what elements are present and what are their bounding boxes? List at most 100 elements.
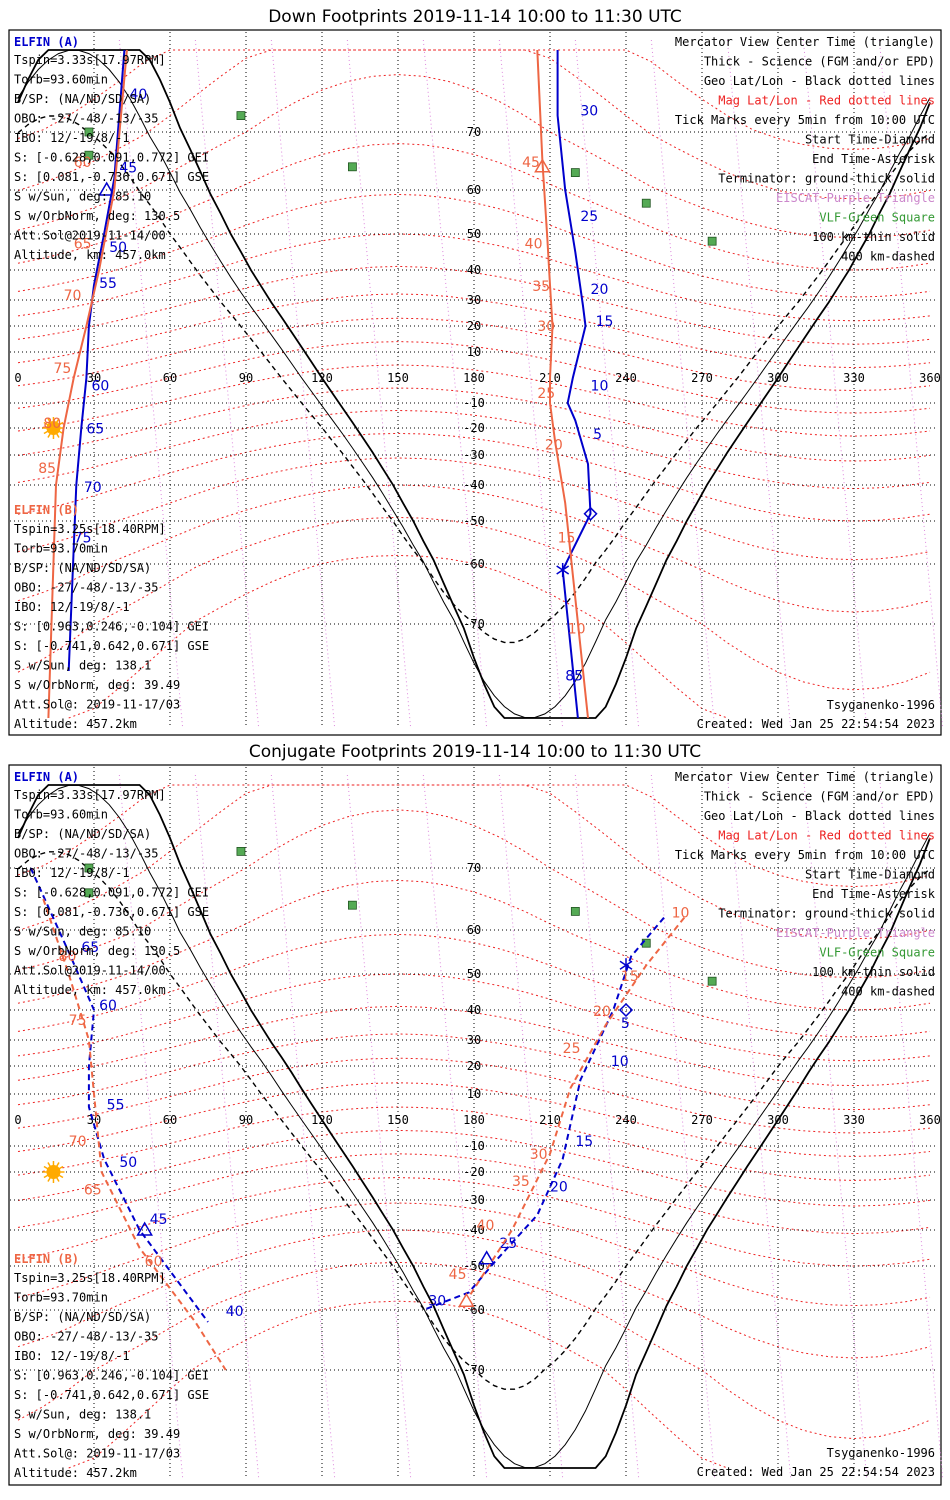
lat-tick-label: -60 (463, 1303, 485, 1317)
model-name: Tsyganenko-1996 (827, 1446, 935, 1460)
elfin-b-info-line: Torb=93.70min (14, 542, 108, 556)
legend-entry: Start Time-Diamond (805, 868, 935, 882)
vlf-site-marker (236, 847, 246, 856)
elfin-a-info-line: S w/Sun, deg: 85.10 (14, 190, 151, 204)
lat-tick-label: 50 (467, 227, 481, 241)
mag-meridian-line (270, 774, 336, 1479)
track-time-label: 20 (545, 438, 563, 454)
track-time-label: 5 (621, 1016, 630, 1032)
track-time-label: 30 (530, 1147, 548, 1163)
track-time-label: 60 (91, 379, 109, 395)
center-triangle-icon (136, 1221, 153, 1236)
track-time-label: 80 (59, 949, 77, 965)
lon-tick-label: 240 (615, 1113, 637, 1127)
start-diamond-icon (583, 506, 598, 521)
lon-tick-label: 180 (463, 1113, 485, 1127)
elfin-a-info-line: S w/OrbNorm, deg: 130.5 (14, 944, 180, 958)
track-time-label: 35 (512, 1174, 530, 1190)
mag-meridian-line (498, 774, 564, 1479)
mag-grid-line (68, 1300, 728, 1469)
vlf-site-marker (84, 863, 94, 873)
lat-tick-label: 20 (467, 319, 481, 333)
legend-entry: Mag Lat/Lon - Red dotted lines (718, 94, 935, 108)
elfin-b-info-line: S w/OrbNorm, deg: 39.49 (14, 1427, 180, 1441)
legend-entry: Tick Marks every 5min from 10:00 UTC (675, 113, 935, 127)
legend-entry: Thick - Science (FGM and/or EPD) (704, 55, 935, 69)
vlf-site-marker (347, 162, 357, 172)
track-time-label: 30 (537, 319, 555, 335)
elfin-a-info: Tspin=3.33s[17.97RPM] Torb=93.60min B/SP: … (14, 53, 209, 262)
lat-tick-label: -60 (463, 557, 485, 571)
track-time-label: 65 (84, 1182, 102, 1198)
legend-entry: Tick Marks every 5min from 10:00 UTC (675, 848, 935, 862)
track-time-label: 55 (107, 1098, 125, 1114)
track-time-label: 55 (99, 276, 117, 292)
track-time-label: 25 (537, 386, 555, 402)
legend-entry: Thick - Science (FGM and/or EPD) (704, 790, 935, 804)
track-time-label: 85 (38, 461, 56, 477)
track-time-label: 20 (593, 1004, 611, 1020)
mag-meridian-line (118, 774, 184, 1479)
footprint-track (29, 867, 209, 1323)
elfin-a-title: ELFIN (A) (14, 35, 79, 49)
track-time-label: 5 (593, 427, 602, 443)
track-time-label: 20 (550, 1180, 568, 1196)
legend-right: Mercator View Center Time (triangle) Thic… (675, 770, 936, 999)
lat-tick-label: -40 (463, 478, 485, 492)
track-time-label: 60 (99, 998, 117, 1014)
track-time-label: 65 (81, 940, 99, 956)
mag-grid-line (17, 1129, 931, 1207)
legend-entry: 100 km-thin solid (812, 230, 935, 244)
terminator-line (17, 784, 931, 1468)
terminator-line (17, 851, 931, 1390)
mag-grid-line (17, 432, 931, 522)
lon-tick-label: 60 (163, 371, 177, 385)
lat-tick-label: 60 (467, 183, 481, 197)
elfin-a-info-line: B/SP: (NA/ND/SD/SA) (14, 827, 151, 841)
terminator-line (17, 49, 931, 718)
lon-tick-label: 360 (919, 371, 941, 385)
track-time-label: 85 (565, 668, 583, 684)
legend-entry: EISCAT-Purple Triangle (776, 191, 935, 205)
center-triangle-icon (458, 1292, 475, 1307)
created-timestamp: Created: Wed Jan 25 22:54:54 2023 (697, 717, 935, 731)
mag-grid-line (17, 784, 931, 888)
elfin-b-info-line: Altitude: 457.2km (14, 1466, 137, 1480)
elfin-a-info-line: Att.Sol@2019-11-14/00 (14, 964, 166, 978)
track-time-label: 70 (84, 480, 102, 496)
legend-entry: 100 km-thin solid (812, 965, 935, 979)
track-time-label: 25 (563, 1041, 581, 1057)
footprint-track (556, 50, 592, 719)
track-time-label: 15 (596, 314, 614, 330)
mag-grid-line (17, 341, 931, 414)
mag-meridian-line (726, 774, 792, 1479)
track-time-label: 40 (525, 236, 543, 252)
track-time-label: 35 (532, 279, 550, 295)
elfin-a-info-line: S: [0.081,-0.736,0.671] GSE (14, 170, 209, 184)
legend-entry: Terminator: ground-thick solid (718, 907, 935, 921)
legend-right: Mercator View Center Time (triangle) Thic… (675, 35, 936, 264)
map-plot: 0 30 60 90 120 150 180 210 240 270 300 330 360706050… (10, 32, 944, 729)
elfin-a-info-line: B/SP: (NA/ND/SD/SA) (14, 92, 151, 106)
sun-icon (46, 1165, 61, 1179)
elfin-a-title: ELFIN (A) (14, 770, 79, 784)
lat-tick-label: -50 (463, 514, 485, 528)
chart-title: Down Footprints 2019-11-14 10:00 to 11:3… (268, 7, 682, 27)
lat-tick-label: -10 (463, 1139, 485, 1153)
track-time-label: 50 (119, 1155, 137, 1171)
mag-grid-line (17, 265, 931, 345)
model-name: Tsyganenko-1996 (827, 698, 935, 712)
elfin-a-info-line: S w/OrbNorm, deg: 130.5 (14, 209, 180, 223)
elfin-a-info-line: S: [-0.628,0.091,0.772] GEI (14, 151, 209, 165)
track-time-label: 65 (86, 421, 104, 437)
lat-tick-label: 60 (467, 923, 481, 937)
vlf-site-marker (84, 150, 94, 160)
elfin-b-title: ELFIN (B) (14, 1252, 79, 1266)
mag-meridian-line (422, 774, 488, 1479)
start-diamond-icon (618, 1002, 634, 1018)
mag-grid-line (17, 1177, 931, 1267)
lon-tick-label: 60 (163, 1113, 177, 1127)
elfin-a-info-line: Altitude, km: 457.0km (14, 983, 166, 997)
elfin-b-info-line: OBO: -27/-48/-13/-35 (14, 1330, 159, 1344)
lat-tick-label: -20 (463, 1165, 485, 1179)
